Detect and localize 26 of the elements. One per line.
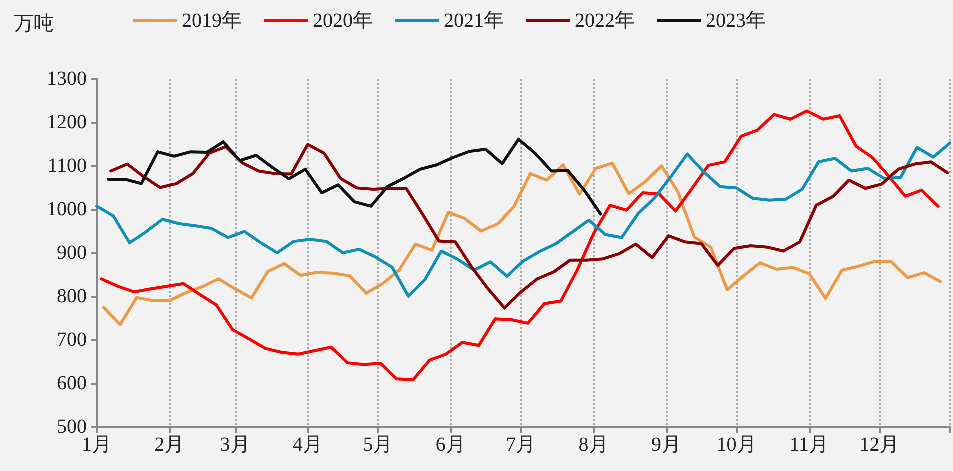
x-tick-label: 9月 <box>651 434 682 456</box>
y-tick-label: 1100 <box>48 155 87 177</box>
x-tick-label: 2月 <box>154 434 185 456</box>
x-tick-label: 8月 <box>578 434 609 456</box>
legend-label: 2021年 <box>444 10 504 32</box>
x-tick-label: 4月 <box>292 434 323 456</box>
x-tick-label: 6月 <box>436 434 466 456</box>
legend-label: 2023年 <box>706 10 766 32</box>
y-tick-label: 600 <box>57 372 87 394</box>
x-tick-label: 3月 <box>220 434 250 456</box>
x-tick-label: 11月 <box>790 434 830 456</box>
x-tick-label: 7月 <box>506 434 536 456</box>
y-tick-label: 1300 <box>47 68 87 90</box>
y-tick-label: 800 <box>57 286 87 308</box>
legend-label: 2022年 <box>575 10 635 32</box>
line-series <box>107 138 602 216</box>
x-tick-label: 5月 <box>363 434 394 456</box>
legend-label: 2019年 <box>182 10 242 32</box>
y-tick-label: 900 <box>57 242 87 264</box>
legend-label: 2020年 <box>313 10 373 32</box>
x-tick-label: 12月 <box>860 434 900 456</box>
y-tick-label: 1000 <box>47 198 87 220</box>
y-tick-label: 1200 <box>47 112 87 134</box>
x-tick-label: 10月 <box>716 434 757 456</box>
y-axis-title: 万吨 <box>14 13 54 35</box>
y-tick-label: 700 <box>57 329 87 351</box>
